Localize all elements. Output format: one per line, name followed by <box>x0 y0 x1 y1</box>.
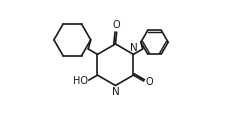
Text: O: O <box>145 77 153 87</box>
Text: HO: HO <box>73 76 88 86</box>
Text: O: O <box>113 20 120 30</box>
Text: N: N <box>112 87 120 97</box>
Text: N: N <box>130 43 138 53</box>
